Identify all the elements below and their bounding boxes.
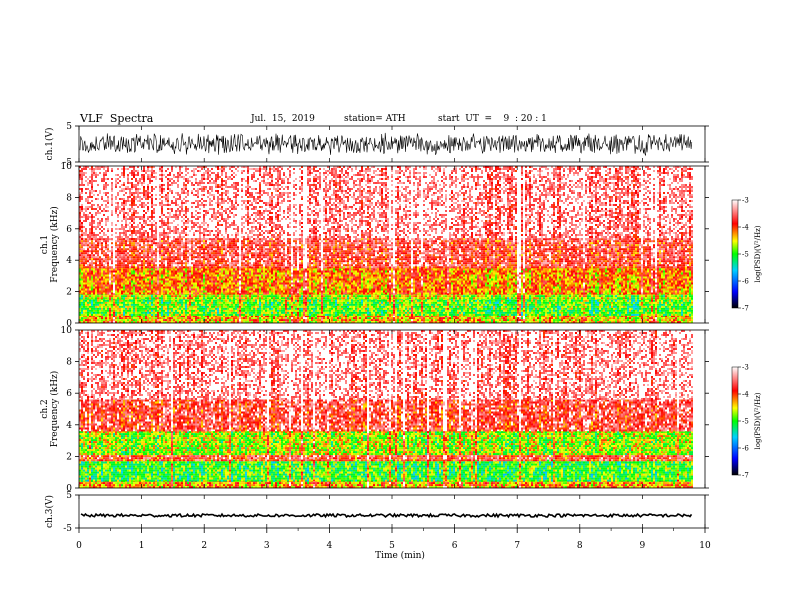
time-axis-tick-label: 10	[699, 541, 711, 551]
ch2-spectrogram-colorbar-tick-label: -4	[742, 391, 749, 399]
ch1-spectrogram-ytick-label: 2	[66, 288, 72, 298]
ch2-spectrogram-ytick-label: 6	[66, 389, 72, 399]
ch2-spectrogram-colorbar-tick-label: -5	[742, 418, 749, 426]
ch2-spectrogram-ylabel: ch.2Frequency (kHz)	[40, 371, 60, 448]
start-time-label: start UT = 9 : 20 : 1	[438, 114, 547, 124]
time-axis-label: Time (min)	[375, 550, 425, 561]
ch2-spectrogram-ytick-label: 10	[61, 326, 73, 336]
time-axis-tick-label: 4	[327, 541, 333, 551]
ch2-spectrogram-colorbar	[731, 366, 739, 476]
ch3-waveform-ylabel: ch.3(V)	[44, 495, 55, 528]
ch1-spectrogram-cells	[79, 166, 693, 324]
time-axis-tick-label: 6	[452, 541, 458, 551]
ch1-waveform-ytick-label: 5	[66, 122, 72, 132]
ch1-spectrogram-ytick-label: 10	[61, 162, 73, 172]
ch1-spectrogram-ytick-label: 6	[66, 225, 72, 235]
time-axis-tick-label: 3	[264, 541, 270, 551]
time-axis-tick-label: 0	[76, 541, 82, 551]
ch1-spectrogram-colorbar-tick-label: -6	[742, 278, 749, 286]
ch1-spectrogram-colorbar-tick-label: -7	[742, 305, 749, 313]
ch2-spectrogram-colorbar-tick-label: -6	[742, 445, 749, 453]
time-axis-tick-label: 8	[577, 541, 583, 551]
time-axis-tick-label: 5	[389, 541, 395, 551]
station-label: station= ATH	[344, 114, 406, 124]
ch3-waveform-trace	[80, 512, 693, 519]
ch3-waveform-frame	[78, 494, 706, 529]
ch1-spectrogram-colorbar-label: log(PSD)(V²/Hz)	[754, 225, 762, 282]
time-axis-tick-label: 2	[201, 541, 207, 551]
ch1-waveform-trace	[79, 132, 693, 157]
ch1-spectrogram-colorbar-tick-label: -5	[742, 251, 749, 259]
ch2-spectrogram-ytick-label: 0	[66, 484, 72, 494]
ch3-waveform-ytick-label: -5	[63, 524, 72, 534]
time-axis-tick-label: 9	[640, 541, 646, 551]
ch2-spectrogram-colorbar-tick-label: -7	[742, 472, 749, 480]
ch1-spectrogram-colorbar-tick-label: -3	[742, 197, 749, 205]
ch2-spectrogram-ytick-label: 8	[66, 358, 72, 368]
ch2-spectrogram-ytick-label: 2	[66, 452, 72, 462]
time-axis-tick-label: 1	[139, 541, 145, 551]
ch1-spectrogram-ylabel: ch.1Frequency (kHz)	[40, 206, 60, 283]
ch1-spectrogram-ytick-label: 4	[66, 256, 72, 266]
ch1-spectrogram-ytick-label: 8	[66, 193, 72, 203]
ch2-spectrogram-colorbar-label: log(PSD)(V²/Hz)	[754, 392, 762, 449]
chart-title: VLF Spectra	[80, 112, 153, 125]
ch3-waveform-ytick-label: 5	[66, 491, 72, 501]
time-axis-tick-label: 7	[514, 541, 520, 551]
ch1-spectrogram-ytick-label: 0	[66, 319, 72, 329]
ch1-spectrogram-colorbar-tick-label: -4	[742, 224, 749, 232]
ch2-spectrogram-colorbar-tick-label: -3	[742, 364, 749, 372]
ch2-spectrogram-cells	[79, 330, 693, 489]
ch1-spectrogram-colorbar	[731, 199, 739, 309]
ch1-waveform-ytick-label: -5	[63, 158, 72, 168]
ch1-waveform-ylabel: ch.1(V)	[44, 128, 55, 161]
ch2-spectrogram-ytick-label: 4	[66, 421, 72, 431]
date-label: Jul. 15, 2019	[251, 114, 315, 124]
